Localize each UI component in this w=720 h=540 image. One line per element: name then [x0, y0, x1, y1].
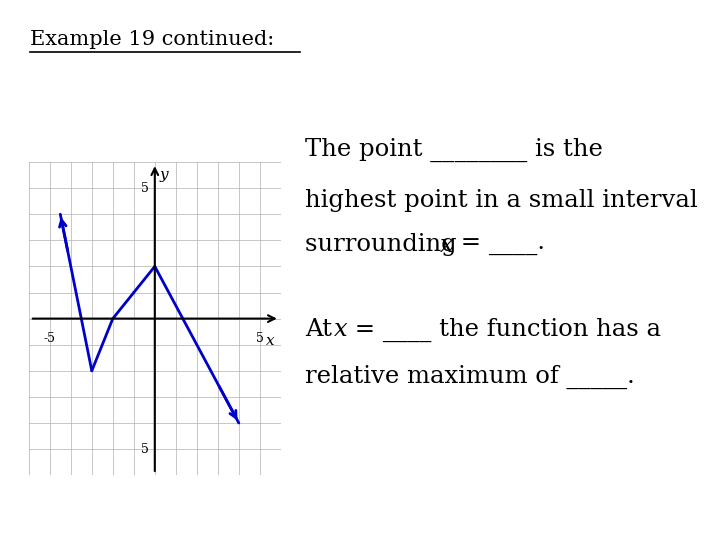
Text: x: x: [440, 233, 454, 256]
Text: 5: 5: [256, 332, 264, 345]
Text: x: x: [334, 319, 348, 341]
Text: surrounding: surrounding: [305, 233, 464, 256]
Text: relative maximum of _____.: relative maximum of _____.: [305, 365, 650, 389]
Text: 5: 5: [140, 181, 148, 194]
Text: 5: 5: [140, 443, 148, 456]
Text: y: y: [160, 168, 168, 182]
Text: = ____.: = ____.: [453, 233, 560, 256]
Text: At: At: [305, 319, 340, 341]
Text: Example 19 continued:: Example 19 continued:: [30, 30, 274, 49]
Text: x: x: [266, 334, 274, 348]
Text: The point ________ is the: The point ________ is the: [305, 138, 603, 162]
Text: = ____ the function has a: = ____ the function has a: [347, 318, 661, 342]
Text: highest point in a small interval: highest point in a small interval: [305, 188, 698, 212]
Text: -5: -5: [44, 332, 56, 345]
